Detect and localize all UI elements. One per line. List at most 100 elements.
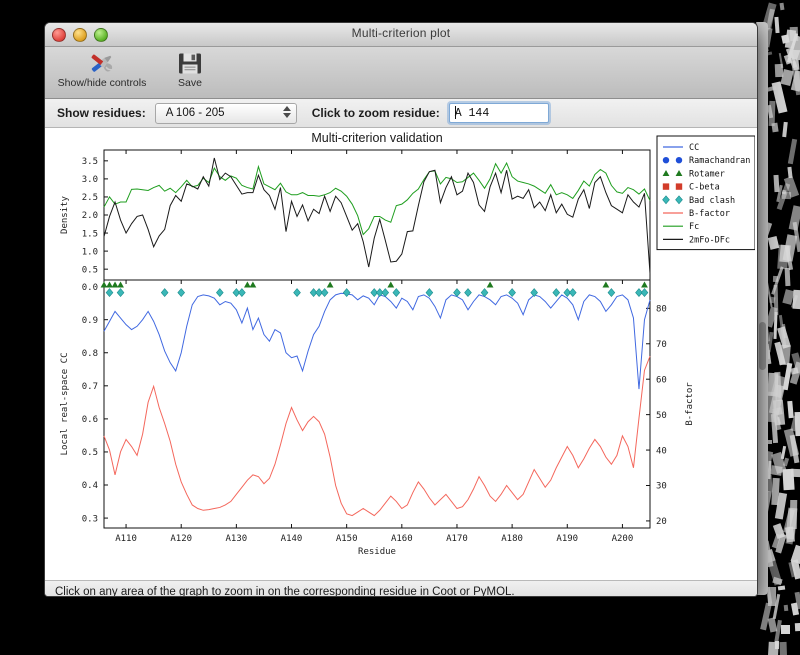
rotamer-outlier-marker[interactable] xyxy=(326,281,334,288)
rotamer-outlier-marker[interactable] xyxy=(387,281,395,288)
status-bar: Click on any area of the graph to zoom i… xyxy=(45,580,757,596)
zoom-button[interactable] xyxy=(94,28,108,42)
residue-range-select[interactable]: A 106 - 205 xyxy=(154,102,297,124)
y-ticklabel-left: 0.7 xyxy=(82,382,98,392)
bad-clash-marker[interactable] xyxy=(320,288,329,298)
x-ticklabel: A180 xyxy=(501,534,523,544)
bad-clash-marker[interactable] xyxy=(116,288,125,298)
x-ticklabel: A120 xyxy=(170,534,192,544)
bad-clash-marker[interactable] xyxy=(635,288,643,298)
bad-clash-marker[interactable] xyxy=(105,288,114,298)
floppy-disk-icon xyxy=(177,50,203,76)
rotamer-outlier-marker[interactable] xyxy=(111,281,119,288)
bad-clash-marker[interactable] xyxy=(508,288,516,298)
legend-diamond-swatch xyxy=(662,195,670,205)
bad-clash-marker[interactable] xyxy=(293,288,301,298)
close-button[interactable] xyxy=(52,28,66,42)
series-fc xyxy=(103,161,651,236)
legend-diamond-swatch xyxy=(675,195,683,205)
legend-item-c-beta: C-beta xyxy=(662,183,720,193)
legend-label: 2mFo-DFc xyxy=(689,235,730,245)
bad-clash-marker[interactable] xyxy=(607,288,616,298)
y-ticklabel: 2.0 xyxy=(82,211,98,221)
bad-clash-marker[interactable] xyxy=(370,288,379,298)
bad-clash-marker[interactable] xyxy=(480,288,489,298)
bad-clash-marker[interactable] xyxy=(232,288,241,298)
rotamer-outlier-marker[interactable] xyxy=(249,281,257,288)
legend-box xyxy=(656,135,755,251)
residue-range-value: A 106 - 205 xyxy=(165,107,225,119)
y-ticklabel-left: 0.5 xyxy=(82,448,98,458)
bad-clash-marker[interactable] xyxy=(530,288,538,298)
y-ticklabel: 1.5 xyxy=(82,229,98,239)
local-cc-axis-label: Local real-space CC xyxy=(60,353,70,456)
save-label: Save xyxy=(178,77,202,89)
rotamer-outlier-marker[interactable] xyxy=(117,281,124,288)
window-titlebar[interactable]: Multi-criterion plot xyxy=(45,23,757,47)
bad-clash-marker[interactable] xyxy=(453,288,461,298)
scrollbar-thumb[interactable] xyxy=(759,322,766,370)
rotamer-outlier-marker[interactable] xyxy=(243,281,251,288)
show-hide-controls-button[interactable]: Show/hide controls xyxy=(58,50,146,89)
x-ticklabel: A150 xyxy=(336,534,358,544)
bad-clash-marker[interactable] xyxy=(342,288,351,298)
legend-item-2mfo-dfc: 2mFo-DFc xyxy=(663,235,730,245)
legend-item-fc: Fc xyxy=(663,222,699,232)
legend-label: CC xyxy=(689,143,699,153)
bad-clash-marker[interactable] xyxy=(425,288,434,298)
y-ticklabel-right: 50 xyxy=(656,411,667,421)
legend-item-ramachandran: Ramachandran xyxy=(662,156,750,166)
b-factor-axis-label: B-factor xyxy=(685,382,695,426)
y-ticklabel: 3.0 xyxy=(82,175,98,185)
tools-icon xyxy=(87,50,117,76)
plot-canvas[interactable]: Multi-criterion validation 0.5 1.0 1.5 2.0 2.… xyxy=(45,128,757,580)
legend-item-cc: CC xyxy=(663,143,699,153)
rotamer-outlier-marker[interactable] xyxy=(486,281,494,288)
y-ticklabel: 1.0 xyxy=(82,247,98,257)
bad-clash-marker[interactable] xyxy=(464,288,472,298)
text-caret xyxy=(454,106,456,119)
y-ticklabel: 0.5 xyxy=(82,265,98,275)
legend-triangle-swatch xyxy=(662,170,670,176)
y-ticklabel-left: 0.3 xyxy=(82,514,98,524)
y-ticklabel-right: 20 xyxy=(656,517,667,527)
x-ticklabel: A190 xyxy=(556,534,578,544)
bad-clash-marker[interactable] xyxy=(381,288,390,298)
minimize-button[interactable] xyxy=(73,28,87,42)
bad-clash-marker[interactable] xyxy=(216,288,224,298)
bad-clash-marker[interactable] xyxy=(315,288,323,298)
bad-clash-marker[interactable] xyxy=(568,288,577,298)
legend-label: Ramachandran xyxy=(689,156,750,166)
bad-clash-marker[interactable] xyxy=(563,288,572,298)
legend-label: C-beta xyxy=(689,183,720,193)
multi-criterion-plot-svg[interactable]: Multi-criterion validation 0.5 1.0 1.5 2.0 2.… xyxy=(45,128,755,580)
y-ticklabel: 2.5 xyxy=(82,193,98,203)
y-ticklabel-right: 80 xyxy=(656,305,667,315)
chart-title: Multi-criterion validation xyxy=(311,131,442,145)
bad-clash-marker[interactable] xyxy=(392,288,401,298)
zoom-residue-value: A 144 xyxy=(454,106,490,120)
zoom-residue-input[interactable]: A 144 xyxy=(448,103,549,123)
stepper-arrows-icon[interactable] xyxy=(282,105,291,118)
x-ticklabel: A140 xyxy=(281,534,303,544)
rotamer-outlier-marker[interactable] xyxy=(100,281,108,288)
y-ticklabel-left: 0.4 xyxy=(82,481,98,491)
x-ticklabel: A200 xyxy=(612,534,634,544)
window-controls xyxy=(52,28,108,42)
series-b-factor xyxy=(103,355,651,517)
rotamer-outlier-marker[interactable] xyxy=(602,281,610,288)
rotamer-outlier-marker[interactable] xyxy=(641,281,648,288)
legend-circle-swatch xyxy=(675,157,683,164)
y-ticklabel-right: 30 xyxy=(656,482,667,492)
bad-clash-marker[interactable] xyxy=(552,288,561,298)
rotamer-outlier-marker[interactable] xyxy=(106,281,113,288)
bad-clash-marker[interactable] xyxy=(177,288,186,298)
bad-clash-marker[interactable] xyxy=(309,288,318,298)
bad-clash-marker[interactable] xyxy=(375,288,384,298)
bad-clash-marker[interactable] xyxy=(640,288,649,298)
bad-clash-marker[interactable] xyxy=(238,288,246,298)
legend-item-b-factor: B-factor xyxy=(663,209,730,219)
controls-bar: Show residues: A 106 - 205 Click to zoom… xyxy=(45,99,757,128)
bad-clash-marker[interactable] xyxy=(160,288,169,298)
save-button[interactable]: Save xyxy=(167,50,213,89)
